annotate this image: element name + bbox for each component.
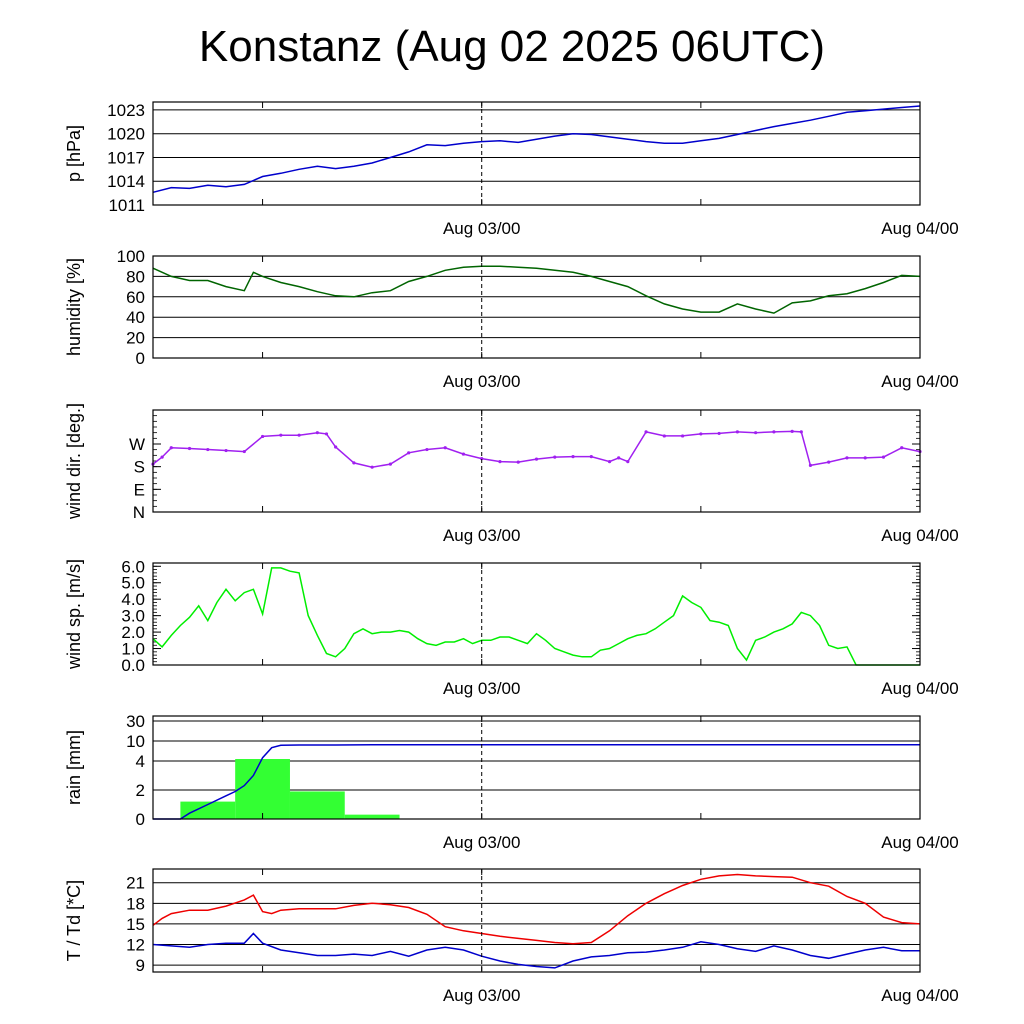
y-tick-label: N xyxy=(133,503,145,522)
chart-title: Konstanz (Aug 02 2025 06UTC) xyxy=(198,22,826,71)
y-tick-label: 3.0 xyxy=(121,607,145,626)
y-tick-label: 0 xyxy=(136,349,145,368)
y-tick-label: 21 xyxy=(126,874,145,893)
x-tick-label: Aug 04/00 xyxy=(881,526,959,545)
y-axis-label: humidity [%] xyxy=(64,258,84,356)
y-axis-label: rain [mm] xyxy=(64,730,84,805)
y-tick-label: 2.0 xyxy=(121,623,145,642)
x-tick-label: Aug 03/00 xyxy=(443,526,521,545)
rain-cumulative-line xyxy=(153,743,920,820)
y-axis-label: wind sp. [m/s] xyxy=(64,559,84,670)
y-tick-label: 10 xyxy=(126,732,145,751)
y-tick-label: 1017 xyxy=(107,148,145,167)
x-tick-label: Aug 03/00 xyxy=(443,986,521,1005)
y-tick-label: 18 xyxy=(126,894,145,913)
panel-4: 6.05.04.03.02.01.00.0 wind sp. [m/s] Aug 0… xyxy=(64,557,959,698)
y-tick-label: 0.0 xyxy=(121,656,145,675)
panel-1: 1023 1020 1017 1014 1011 p [hPa] Aug 03/00 Aug … xyxy=(64,101,959,238)
y-tick-label: 12 xyxy=(126,936,145,955)
rain-bar xyxy=(235,759,290,819)
y-tick-label: 1014 xyxy=(107,172,145,191)
y-tick-label: 1011 xyxy=(108,196,145,215)
dewpoint-line xyxy=(152,932,920,969)
x-tick-label: Aug 04/00 xyxy=(881,986,959,1005)
y-tick-label: 60 xyxy=(126,288,145,307)
panel-frame xyxy=(152,101,921,206)
x-tick-label: Aug 03/00 xyxy=(443,372,521,391)
y-tick-label: 1023 xyxy=(107,101,145,120)
panel-frame xyxy=(152,715,921,820)
y-tick-label: 4.0 xyxy=(121,590,145,609)
x-tick-label: Aug 03/00 xyxy=(443,833,521,852)
y-tick-label: 5.0 xyxy=(121,574,145,593)
y-axis-label: T / Td [*C] xyxy=(64,880,84,961)
panel-frame xyxy=(152,562,921,666)
panel-frame xyxy=(152,868,921,973)
rain-bar xyxy=(289,791,345,819)
y-tick-label: 6.0 xyxy=(121,557,145,576)
x-tick-label: Aug 04/00 xyxy=(881,833,959,852)
y-tick-label: 1.0 xyxy=(121,640,145,659)
y-axis-label: p [hPa] xyxy=(64,125,84,182)
temperature-line xyxy=(152,873,921,945)
y-tick-label: 15 xyxy=(126,915,145,934)
y-tick-label: 40 xyxy=(126,308,145,327)
y-tick-label: 4 xyxy=(136,752,145,771)
y-tick-label: S xyxy=(134,458,145,477)
y-tick-label: 100 xyxy=(117,247,145,266)
y-tick-label: E xyxy=(134,480,145,499)
rain-bar xyxy=(344,814,400,819)
y-tick-label: 2 xyxy=(136,781,145,800)
x-tick-label: Aug 04/00 xyxy=(881,219,959,238)
rain-bar xyxy=(180,801,236,819)
panel-frame xyxy=(152,255,921,359)
pressure-line xyxy=(152,105,921,194)
panel-frame xyxy=(152,409,921,513)
y-tick-label: W xyxy=(129,435,145,454)
y-tick-label: 30 xyxy=(126,712,145,731)
x-tick-label: Aug 04/00 xyxy=(881,679,959,698)
wind-speed-line xyxy=(152,567,920,666)
x-tick-label: Aug 03/00 xyxy=(443,219,521,238)
humidity-line xyxy=(152,265,921,314)
y-tick-label: 20 xyxy=(126,329,145,348)
x-tick-label: Aug 03/00 xyxy=(443,679,521,698)
y-tick-label: 0 xyxy=(136,810,145,829)
y-tick-label: 80 xyxy=(126,267,145,286)
wind-dir-line xyxy=(152,430,921,468)
x-tick-label: Aug 04/00 xyxy=(881,372,959,391)
y-axis-label: wind dir. [deg.] xyxy=(64,403,84,520)
y-tick-label: 1020 xyxy=(107,125,145,144)
y-tick-label: 9 xyxy=(136,956,145,975)
